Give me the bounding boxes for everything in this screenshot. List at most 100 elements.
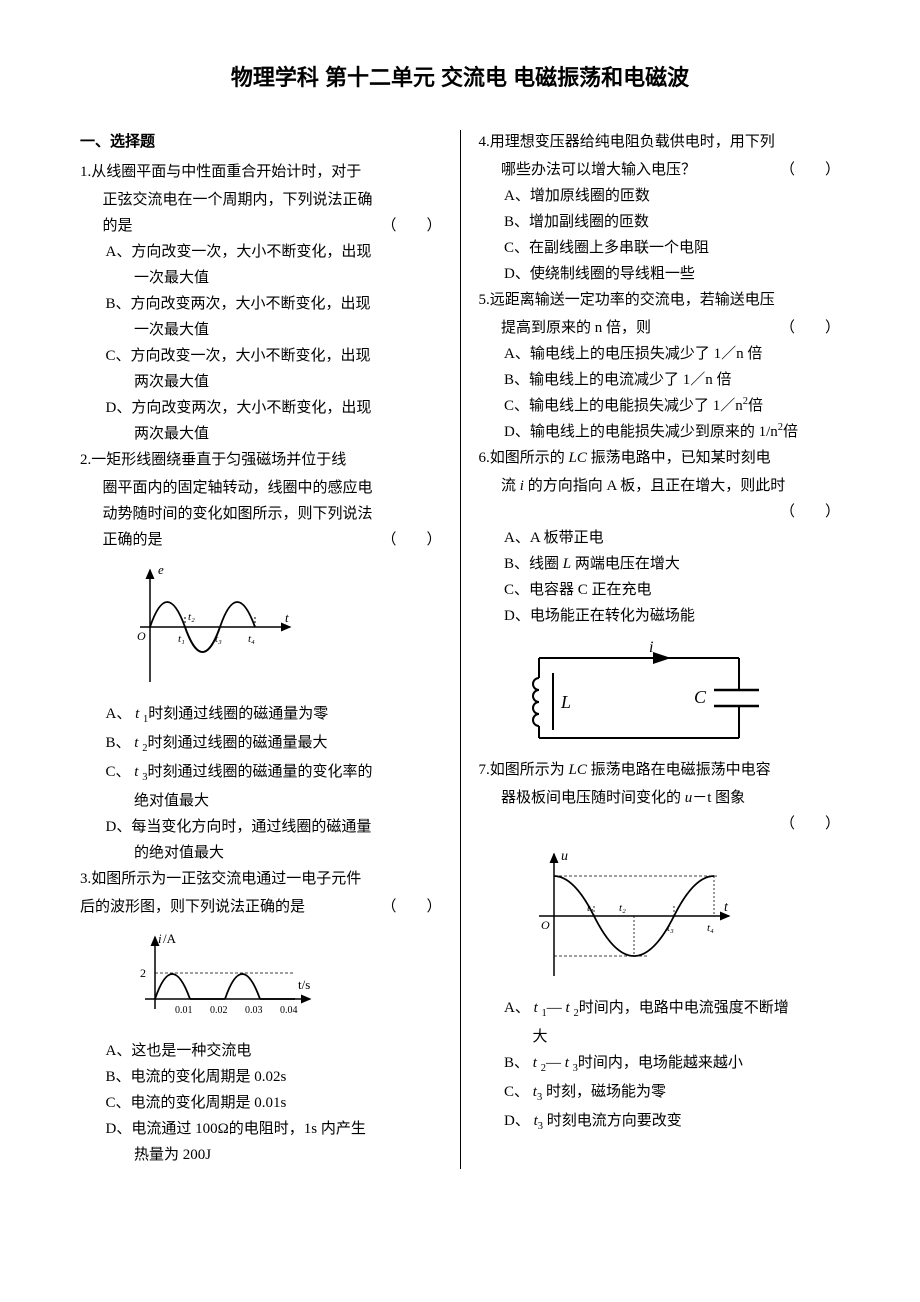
two-column-layout: 一、选择题 1.从线圈平面与中性面重合开始计时，对于 正弦交流电在一个周期内，下… [80, 130, 840, 1168]
q1-optA2: 一次最大值 [80, 266, 442, 290]
q4-optB: B、增加副线圈的匝数 [479, 210, 841, 234]
right-column: 4.用理想变压器给纯电阻负载供电时，用下列 哪些办法可以增大输入电压？（ ） A… [460, 130, 841, 1168]
q2-textA: 一矩形线圈绕垂直于匀强磁场并位于线 [91, 452, 346, 468]
svg-text:t₁: t₁ [178, 633, 185, 645]
q5-blank: （ ） [780, 316, 840, 340]
q3-optB: B、电流的变化周期是 0.02s [80, 1065, 442, 1089]
section-heading: 一、选择题 [80, 130, 442, 154]
q2-stemA: 2.一矩形线圈绕垂直于匀强磁场并位于线 [80, 448, 442, 472]
q5-optB: B、输电线上的电流减少了 1／n 倍 [479, 368, 841, 392]
q2-stemB: 圈平面内的固定轴转动，线圈中的感应电 [80, 476, 442, 500]
q2-figure: e t O t₁ t₂ t₃ t₄ [120, 562, 442, 692]
q5-textB: 提高到原来的 n 倍，则 [501, 320, 651, 336]
svg-text:0.04: 0.04 [280, 1005, 298, 1016]
svg-text:/A: /A [163, 931, 177, 946]
q1-stem-line2: 正弦交流电在一个周期内，下列说法正确 [80, 188, 442, 212]
q6-optA: A、A 板带正电 [479, 526, 841, 550]
q1-text3: 的是 [103, 218, 133, 234]
q3-textA: 如图所示为一正弦交流电通过一电子元件 [91, 871, 361, 887]
svg-text:i: i [649, 639, 653, 656]
q6-stemA: 6.如图所示的 LC 振荡电路中，已知某时刻电 [479, 446, 841, 470]
svg-text:C: C [694, 687, 707, 707]
q1-optB2: 一次最大值 [80, 318, 442, 342]
q5-optC: C、输电线上的电能损失减少了 1／n2倍 [479, 394, 841, 418]
q3-blank: （ ） [381, 895, 441, 919]
q4-optC: C、在副线圈上多串联一个电阻 [479, 236, 841, 260]
svg-text:t₂: t₂ [619, 902, 626, 914]
q7-blank-line: （ ） [479, 812, 841, 836]
q6-blank: （ ） [780, 500, 840, 524]
svg-text:t: t [285, 610, 289, 625]
q2-optC2: 绝对值最大 [80, 789, 442, 813]
q6-optC: C、电容器 C 正在充电 [479, 578, 841, 602]
q5-stemA: 5.远距离输送一定功率的交流电，若输送电压 [479, 288, 841, 312]
svg-text:t₃: t₃ [667, 922, 674, 934]
q5-stemB: 提高到原来的 n 倍，则 （ ） [479, 316, 841, 340]
svg-text:t₄: t₄ [707, 922, 714, 934]
svg-text:t: t [724, 900, 729, 915]
q2-textD: 正确的是 [103, 532, 163, 548]
svg-text:e: e [158, 562, 164, 577]
q5-textA: 远距离输送一定功率的交流电，若输送电压 [490, 292, 775, 308]
q1-number: 1. [80, 164, 91, 180]
q3-optA: A、这也是一种交流电 [80, 1039, 442, 1063]
q6-optD: D、电场能正在转化为磁场能 [479, 604, 841, 628]
q6-figure: i L C A B [519, 638, 841, 748]
q3-stemB: 后的波形图，则下列说法正确的是（ ） [80, 895, 442, 919]
q6-number: 6. [479, 450, 490, 466]
q7-optD: D、 t3 时刻电流方向要改变 [479, 1109, 841, 1136]
q4-number: 4. [479, 134, 490, 150]
svg-text:L: L [560, 692, 571, 712]
q4-optD: D、使绕制线圈的导线粗一些 [479, 262, 841, 286]
q5-optD: D、输电线上的电能损失减少到原来的 1/n2倍 [479, 420, 841, 444]
q7-optB: B、 t 2— t 3时间内，电场能越来越小 [479, 1051, 841, 1078]
svg-text:0.02: 0.02 [210, 1005, 228, 1016]
q7-stemA: 7.如图所示为 LC 振荡电路在电磁振荡中电容 [479, 758, 841, 782]
q2-optD1: D、每当变化方向时，通过线圈的磁通量 [80, 815, 442, 839]
q7-optC: C、 t3 时刻，磁场能为零 [479, 1080, 841, 1107]
q6-stemB: 流 i 的方向指向 A 板，且正在增大，则此时 [479, 474, 841, 498]
svg-text:u: u [561, 849, 568, 864]
svg-text:t/s: t/s [298, 977, 310, 992]
svg-text:0.03: 0.03 [245, 1005, 263, 1016]
q2-optB: B、 t 2时刻通过线圈的磁通量最大 [80, 731, 442, 758]
q7-number: 7. [479, 762, 490, 778]
q2-optD2: 的绝对值最大 [80, 841, 442, 865]
q2-stemC: 动势随时间的变化如图所示，则下列说法 [80, 502, 442, 526]
q1-optD2: 两次最大值 [80, 422, 442, 446]
q3-optC: C、电流的变化周期是 0.01s [80, 1091, 442, 1115]
q1-optC2: 两次最大值 [80, 370, 442, 394]
svg-text:t₂: t₂ [188, 611, 195, 623]
q4-textA: 用理想变压器给纯电阻负载供电时，用下列 [490, 134, 775, 150]
q1-stem-line3: 的是 （ ） [80, 214, 442, 238]
left-column: 一、选择题 1.从线圈平面与中性面重合开始计时，对于 正弦交流电在一个周期内，下… [80, 130, 460, 1168]
q7-optA1: A、 t 1— t 2时间内，电路中电流强度不断增 [479, 996, 841, 1023]
q7-stemB: 器极板间电压随时间变化的 u－t 图象 [479, 786, 841, 810]
q7-optA2: 大 [479, 1025, 841, 1049]
q3-optD2: 热量为 200J [80, 1143, 442, 1167]
q2-blank: （ ） [381, 528, 441, 552]
q1-optD1: D、方向改变两次，大小不断变化，出现 [80, 396, 442, 420]
svg-text:t₄: t₄ [248, 633, 255, 645]
q1-optA1: A、方向改变一次，大小不断变化，出现 [80, 240, 442, 264]
q3-figure: i/A t/s 2 0.01 0.02 0.03 0.04 [120, 929, 442, 1029]
q4-stemB: 哪些办法可以增大输入电压？（ ） [479, 158, 841, 182]
svg-text:O: O [137, 629, 146, 643]
q2-optC1: C、 t 3时刻通过线圈的磁通量的变化率的 [80, 760, 442, 787]
q1-text1: 从线圈平面与中性面重合开始计时，对于 [91, 164, 361, 180]
q4-stemA: 4.用理想变压器给纯电阻负载供电时，用下列 [479, 130, 841, 154]
q1-optC1: C、方向改变一次，大小不断变化，出现 [80, 344, 442, 368]
q2-optA: A、 t 1时刻通过线圈的磁通量为零 [80, 702, 442, 729]
q3-number: 3. [80, 871, 91, 887]
svg-text:i: i [158, 931, 162, 946]
page-title: 物理学科 第十二单元 交流电 电磁振荡和电磁波 [80, 60, 840, 95]
svg-text:t₃: t₃ [215, 633, 222, 645]
q6-blank-line: （ ） [479, 500, 841, 524]
q4-textB: 哪些办法可以增大输入电压？ [501, 162, 696, 178]
q2-number: 2. [80, 452, 91, 468]
svg-text:2: 2 [140, 966, 146, 980]
q1-optB1: B、方向改变两次，大小不断变化，出现 [80, 292, 442, 316]
svg-text:O: O [541, 918, 550, 932]
q1-blank: （ ） [381, 214, 441, 238]
q7-figure: u t O t₁ t₂ t₃ t₄ [519, 846, 841, 986]
